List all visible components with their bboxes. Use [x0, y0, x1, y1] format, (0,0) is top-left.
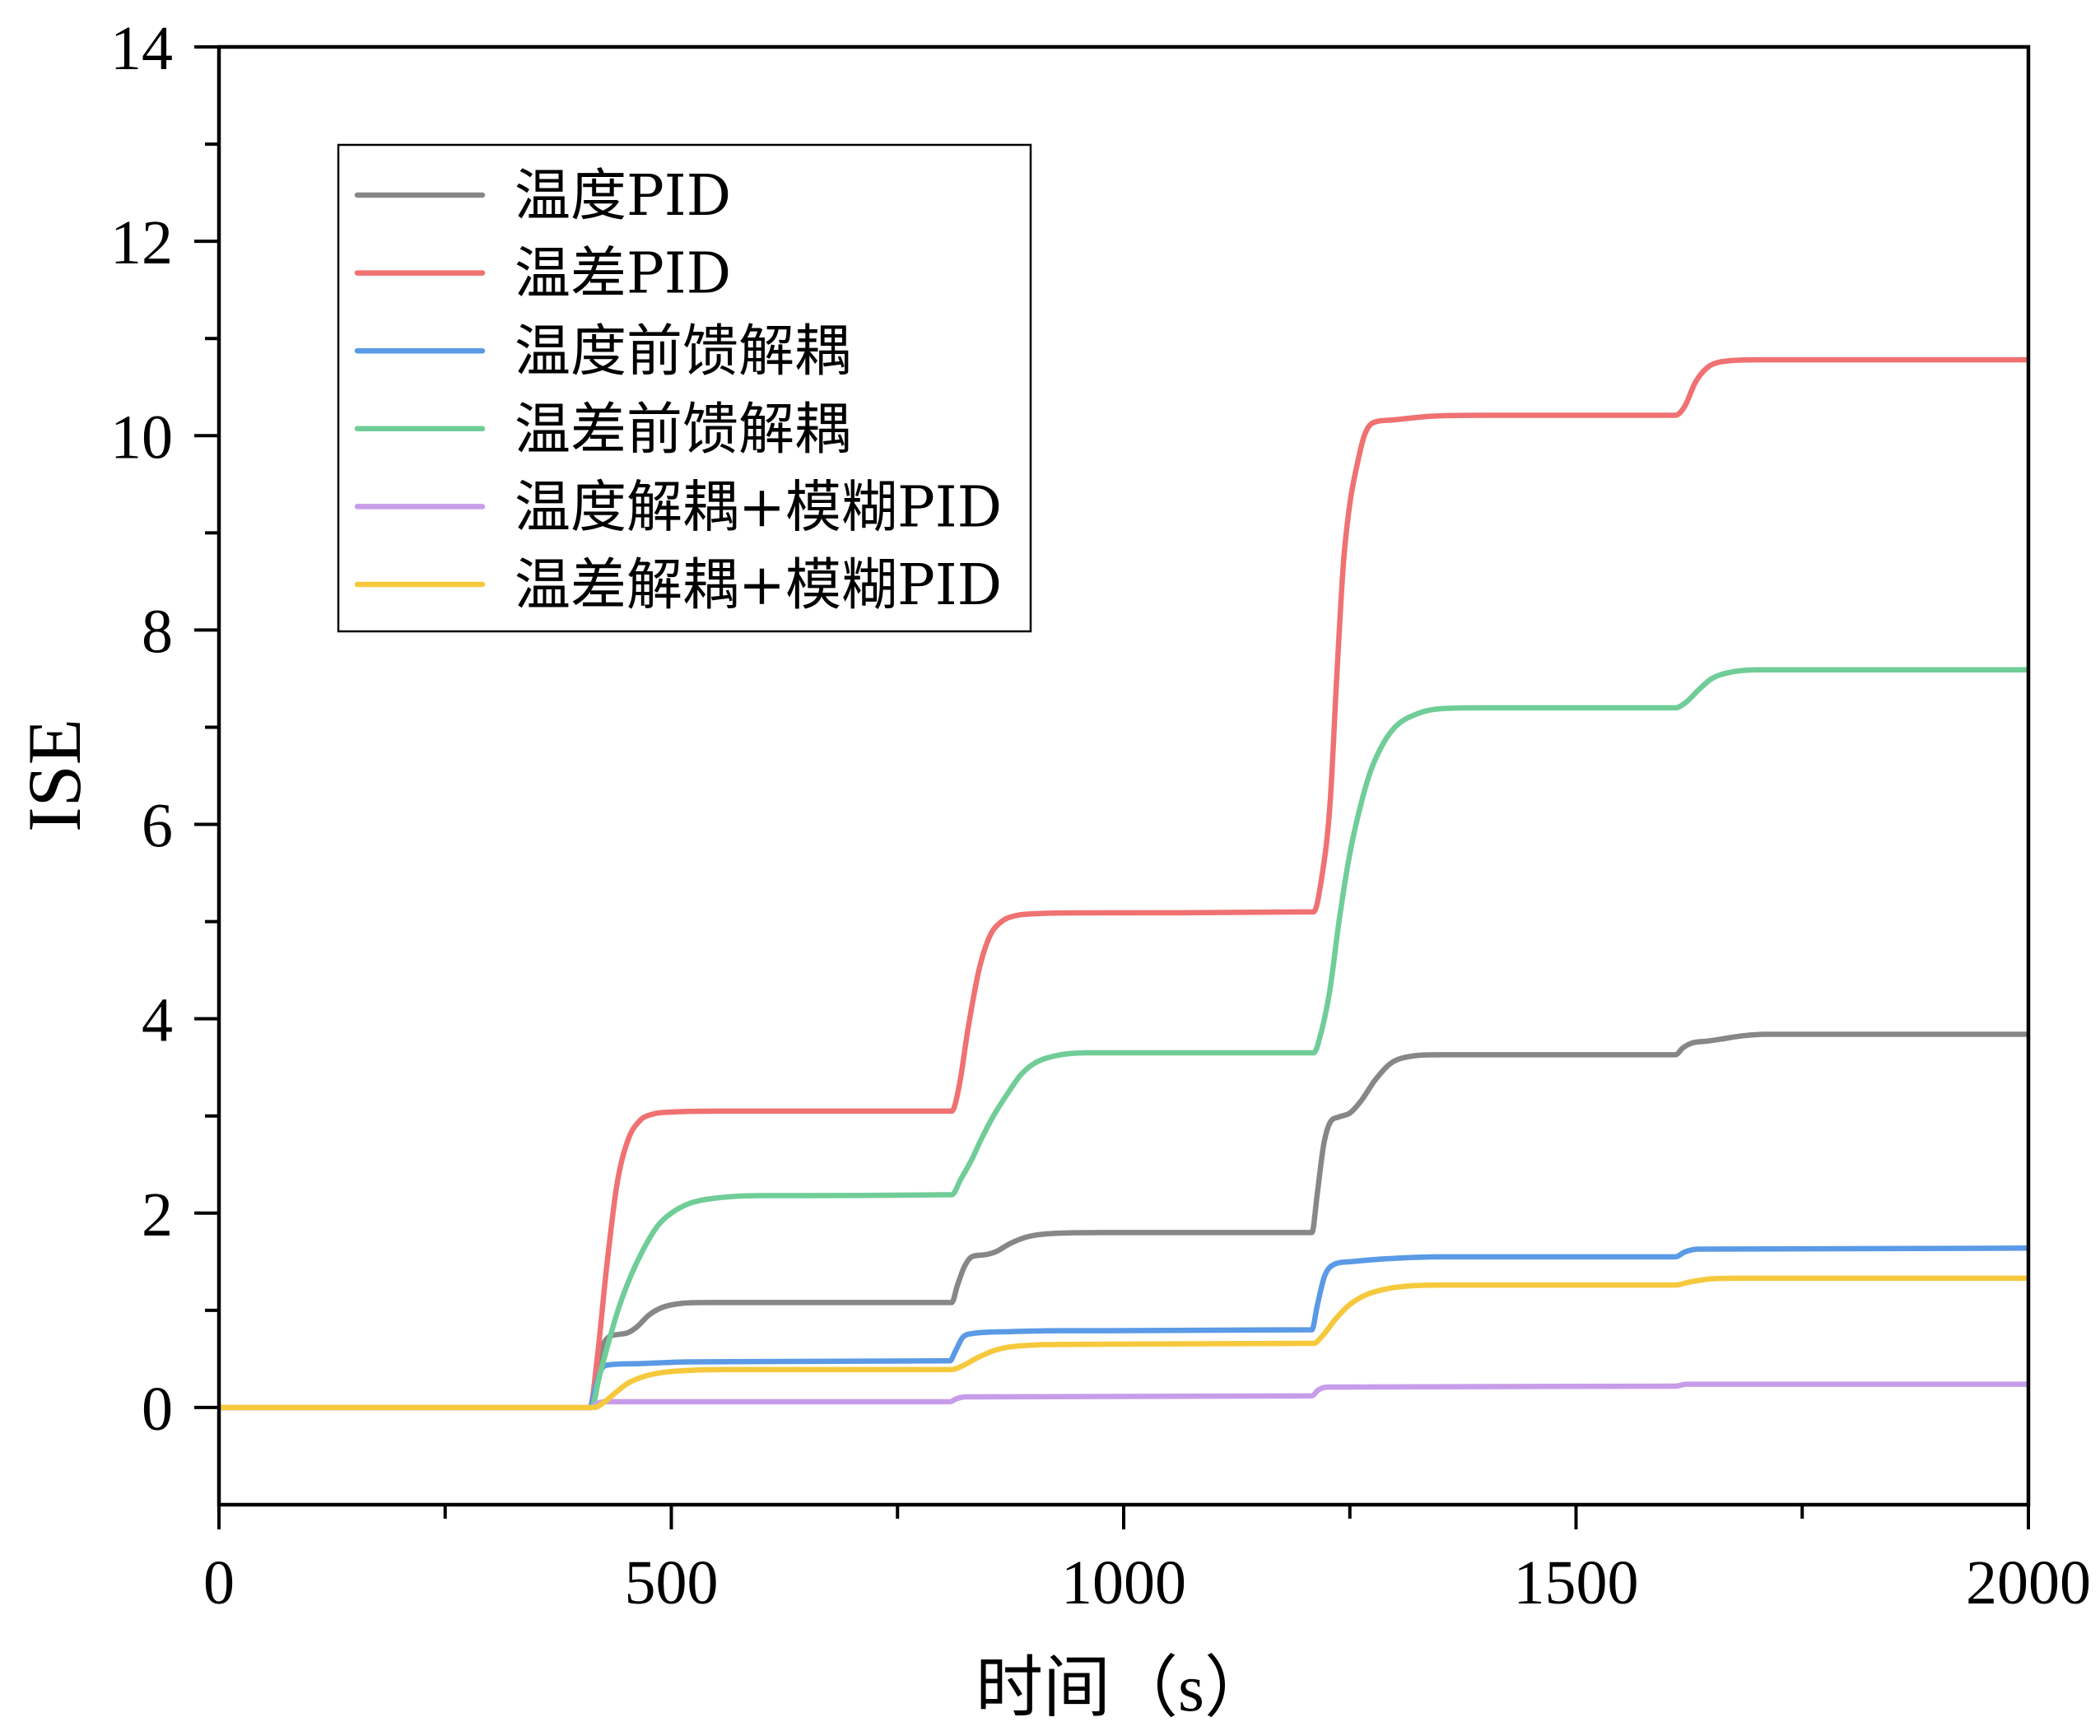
y-tick-label: 8	[142, 597, 173, 666]
x-axis-title: 时间（s）	[975, 1650, 1272, 1725]
legend-label-5: 温度解耦+模糊PID	[515, 475, 1002, 540]
series-line-4	[219, 667, 2028, 1411]
legend-label-4: 温差前馈解耦	[515, 398, 850, 463]
series-line-2	[219, 356, 2028, 1411]
y-tick-label: 6	[142, 792, 173, 861]
y-tick-label: 12	[110, 208, 173, 277]
legend-label-2: 温差PID	[515, 242, 731, 307]
legend-entry-4: 温差前馈解耦	[354, 398, 850, 463]
x-tick-label: 500	[625, 1548, 719, 1617]
y-axis-title: ISE	[12, 719, 96, 832]
series-line-6	[219, 1275, 2028, 1411]
legend-label-3: 温度前馈解耦	[515, 319, 850, 384]
legend-entry-5: 温度解耦+模糊PID	[354, 475, 1002, 540]
legend-box	[337, 143, 1032, 633]
y-tick-label: 4	[142, 986, 173, 1055]
x-tick-label: 0	[203, 1548, 235, 1617]
series-layer	[219, 356, 2028, 1411]
y-tick-label: 2	[142, 1180, 173, 1250]
x-tick-label: 1500	[1514, 1548, 1639, 1617]
y-tick-label: 0	[142, 1375, 173, 1444]
axis-ticks: 0 2 4 6 8 10 12 14 0 500 1000 1500 2000	[110, 14, 2091, 1617]
legend-entry-6: 温差解耦+模糊PID	[354, 553, 1002, 618]
legend-label-1: 温度PID	[515, 164, 731, 229]
y-tick-label: 10	[110, 403, 173, 472]
legend-entry-2: 温差PID	[354, 242, 731, 307]
x-tick-label: 1000	[1061, 1548, 1186, 1617]
x-tick-label: 2000	[1966, 1548, 2091, 1617]
legend-label-6: 温差解耦+模糊PID	[515, 553, 1002, 618]
series-line-1	[219, 1031, 2028, 1411]
legend-entry-3: 温度前馈解耦	[354, 319, 850, 384]
legend-entry-1: 温度PID	[354, 164, 731, 229]
y-tick-label: 14	[110, 14, 173, 83]
